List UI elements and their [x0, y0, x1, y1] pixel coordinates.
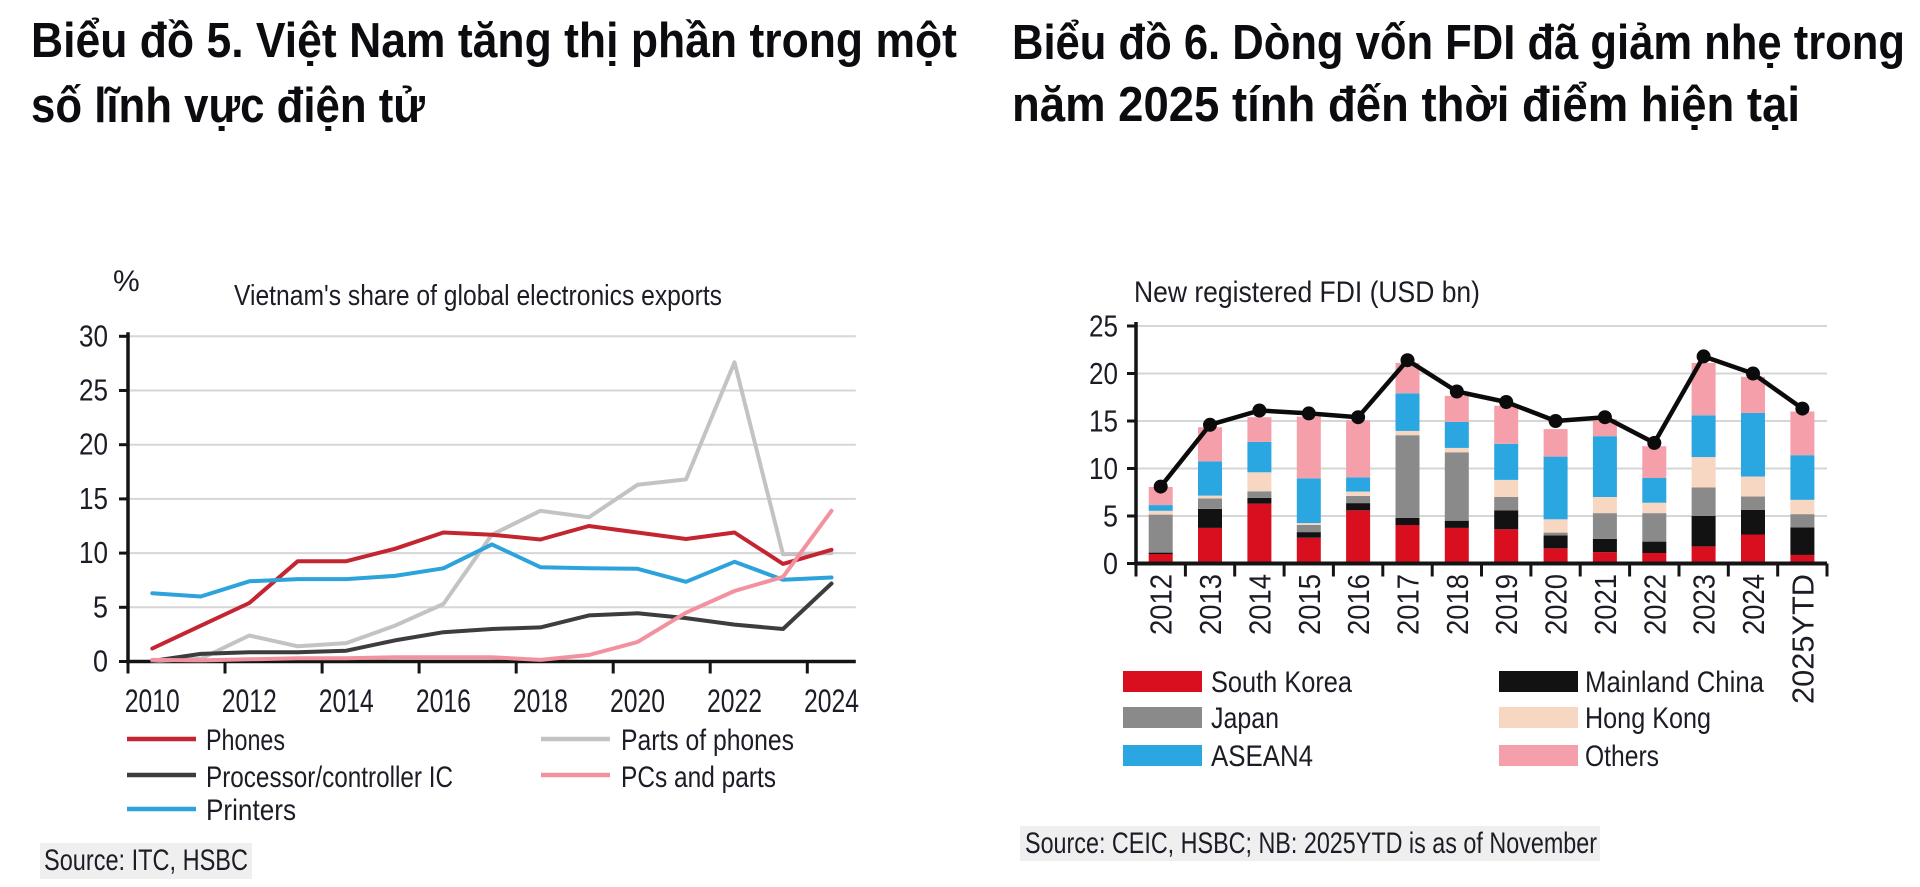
svg-text:Phones: Phones: [206, 724, 285, 757]
svg-text:25: 25: [79, 373, 108, 408]
svg-text:30: 30: [79, 318, 108, 353]
svg-text:2020: 2020: [1539, 574, 1574, 635]
svg-text:2025YTD: 2025YTD: [1785, 574, 1820, 704]
svg-text:Printers: Printers: [206, 794, 296, 827]
svg-text:15: 15: [1089, 404, 1118, 439]
svg-text:20: 20: [1089, 356, 1118, 391]
svg-text:2018: 2018: [1440, 574, 1475, 635]
svg-text:0: 0: [1103, 546, 1118, 581]
svg-text:Mainland China: Mainland China: [1585, 666, 1764, 699]
svg-text:Hong Kong: Hong Kong: [1585, 702, 1711, 735]
svg-text:ASEAN4: ASEAN4: [1211, 740, 1313, 773]
svg-text:2024: 2024: [1736, 574, 1771, 635]
svg-text:Source: ITC, HSBC: Source: ITC, HSBC: [44, 844, 248, 877]
svg-text:15: 15: [79, 481, 108, 516]
svg-text:0: 0: [93, 644, 108, 679]
svg-text:10: 10: [79, 535, 108, 570]
svg-text:2024: 2024: [804, 683, 859, 719]
svg-text:Others: Others: [1585, 740, 1659, 773]
svg-text:2010: 2010: [125, 683, 180, 719]
svg-text:2016: 2016: [1341, 574, 1376, 635]
svg-text:2022: 2022: [1637, 574, 1672, 635]
svg-text:2017: 2017: [1391, 574, 1426, 635]
svg-text:2014: 2014: [319, 683, 374, 719]
svg-text:Japan: Japan: [1211, 702, 1279, 735]
svg-text:2012: 2012: [1144, 574, 1179, 635]
svg-text:Processor/controller IC: Processor/controller IC: [206, 761, 453, 794]
svg-text:2023: 2023: [1687, 574, 1722, 635]
svg-text:2020: 2020: [610, 683, 665, 719]
svg-text:5: 5: [93, 589, 108, 624]
svg-text:2019: 2019: [1489, 574, 1524, 635]
svg-text:2018: 2018: [513, 683, 568, 719]
svg-text:5: 5: [1103, 499, 1118, 534]
svg-text:10: 10: [1089, 451, 1118, 486]
svg-text:2014: 2014: [1242, 574, 1277, 635]
svg-text:2013: 2013: [1193, 574, 1228, 635]
svg-text:2012: 2012: [222, 683, 277, 719]
svg-text:South Korea: South Korea: [1211, 666, 1352, 699]
svg-text:Biểu đồ 5. Việt Nam tăng thị p: Biểu đồ 5. Việt Nam tăng thị phần trong …: [31, 14, 957, 68]
svg-text:20: 20: [79, 427, 108, 462]
svg-text:25: 25: [1089, 309, 1118, 344]
svg-text:PCs and parts: PCs and parts: [621, 761, 776, 794]
svg-text:New registered FDI (USD bn): New registered FDI (USD bn): [1134, 276, 1480, 309]
svg-text:2022: 2022: [707, 683, 762, 719]
svg-text:%: %: [113, 265, 140, 298]
svg-text:số lĩnh vực điện tử: số lĩnh vực điện tử: [31, 79, 425, 133]
svg-text:Vietnam's share of global elec: Vietnam's share of global electronics ex…: [234, 280, 722, 312]
svg-text:Source: CEIC, HSBC; NB: 2025YT: Source: CEIC, HSBC; NB: 2025YTD is as of…: [1025, 827, 1597, 860]
svg-text:2016: 2016: [416, 683, 471, 719]
svg-text:2015: 2015: [1292, 574, 1327, 635]
svg-text:Parts of phones: Parts of phones: [621, 724, 794, 757]
svg-text:năm 2025 tính đến thời điểm hi: năm 2025 tính đến thời điểm hiện tại: [1012, 78, 1800, 132]
svg-text:Biểu đồ 6. Dòng vốn FDI đã giả: Biểu đồ 6. Dòng vốn FDI đã giảm nhẹ tron…: [1012, 16, 1905, 70]
svg-text:2021: 2021: [1588, 574, 1623, 635]
